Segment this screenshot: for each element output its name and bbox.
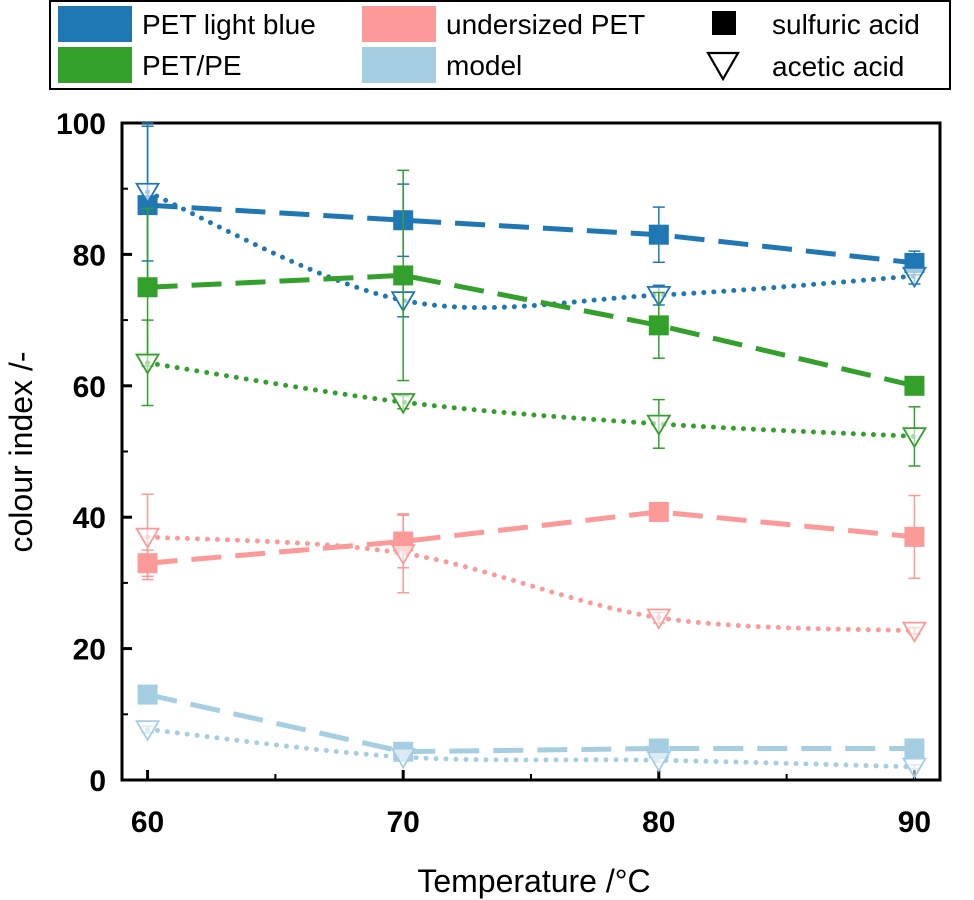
data-point-square <box>904 738 925 759</box>
data-point-triangle <box>646 414 672 437</box>
series-pet-light-blue-sulfuric-acid <box>137 125 925 285</box>
series-line-dotted <box>145 726 917 770</box>
legend-marker-square <box>712 11 736 35</box>
y-tick-label: 20 <box>73 634 106 667</box>
data-point-square <box>648 315 669 336</box>
legend-swatch <box>362 6 436 42</box>
legend-swatch <box>58 47 132 83</box>
data-point-square <box>904 375 925 396</box>
legend-label: sulfuric acid <box>772 9 920 40</box>
series-line-dashed <box>147 202 915 266</box>
legend-label: undersized PET <box>446 9 645 40</box>
series-pet-pe-sulfuric-acid <box>137 169 925 396</box>
data-point-triangle <box>134 353 161 376</box>
y-axis-label: colour index /- <box>3 352 39 553</box>
legend-label: acetic acid <box>772 51 904 82</box>
data-point-square <box>904 526 925 547</box>
series-line-dashed <box>147 692 915 755</box>
data-point-triangle <box>646 751 672 773</box>
series-pet-pe-acetic-acid <box>134 319 928 467</box>
data-point-triangle <box>901 427 928 449</box>
data-point-triangle <box>901 757 928 780</box>
plot-frame <box>120 121 942 782</box>
data-point-triangle <box>390 544 416 566</box>
data-point-triangle <box>134 182 161 205</box>
series-model-sulfuric-acid <box>137 684 925 762</box>
legend-marker-triangle <box>706 51 740 82</box>
series-pet-light-blue-acetic-acid <box>134 122 928 318</box>
data-series <box>134 122 928 780</box>
legend-swatch <box>362 47 436 83</box>
legend-label: PET light blue <box>142 9 316 40</box>
axis-ticks: 60 70 80 90 0 20 40 60 80 100 <box>56 108 931 839</box>
series-undersized-pet-acetic-acid <box>134 493 928 644</box>
data-point-square <box>648 224 669 245</box>
data-point-triangle <box>901 266 928 289</box>
data-point-triangle <box>134 527 161 550</box>
series-undersized-pet-sulfuric-acid <box>137 494 925 580</box>
x-axis-label: Temperature /°C <box>417 863 650 899</box>
data-point-square <box>648 501 669 522</box>
y-tick-label: 80 <box>73 239 106 272</box>
data-point-triangle <box>390 747 416 770</box>
series-line-dashed <box>147 509 915 566</box>
series-line-dotted <box>145 189 917 311</box>
x-tick-label: 80 <box>642 806 675 839</box>
legend-label: model <box>446 50 522 81</box>
data-point-triangle <box>390 393 416 415</box>
data-point-square <box>393 265 414 286</box>
y-tick-label: 40 <box>73 502 106 535</box>
legend-swatch <box>58 6 132 42</box>
series-model-acetic-acid <box>134 720 928 780</box>
legend-box <box>49 0 951 90</box>
data-point-triangle <box>901 621 928 644</box>
data-point-triangle <box>134 720 161 742</box>
y-tick-label: 60 <box>73 371 106 404</box>
data-point-triangle <box>646 608 672 630</box>
y-tick-label: 100 <box>56 108 106 141</box>
data-point-square <box>137 684 158 705</box>
series-line-dashed <box>147 272 915 389</box>
x-tick-label: 70 <box>387 806 420 839</box>
x-tick-label: 60 <box>131 806 164 839</box>
legend-label: PET/PE <box>142 50 242 81</box>
series-line-dotted <box>145 534 917 634</box>
series-line-dotted <box>145 360 917 439</box>
data-point-square <box>137 277 158 298</box>
legend: PET light blue PET/PE undersized PET model s… <box>49 0 951 90</box>
x-tick-label: 90 <box>898 806 931 839</box>
y-tick-label: 0 <box>89 765 106 798</box>
